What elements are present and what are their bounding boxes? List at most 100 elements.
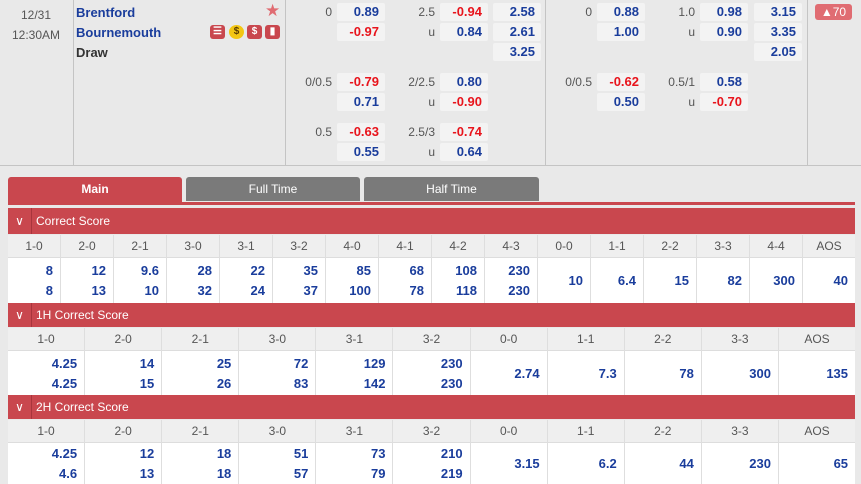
under-odds[interactable]: -0.70	[700, 93, 748, 111]
score-odds[interactable]: 15	[644, 258, 696, 303]
odds-value[interactable]: 118	[456, 282, 477, 298]
over-odds[interactable]: 0.80	[440, 73, 488, 91]
handicap-home-odds[interactable]: 0.89	[337, 3, 385, 21]
1x2-odds[interactable]: 2.05	[754, 43, 802, 61]
odds-value[interactable]: 12	[139, 445, 155, 461]
odds-value[interactable]: 8	[45, 282, 53, 298]
score-odds[interactable]: 72 83	[239, 351, 316, 396]
handicap-away-odds[interactable]: 1.00	[597, 23, 645, 41]
over-odds[interactable]: -0.94	[440, 3, 488, 21]
score-odds[interactable]: 6.4	[591, 258, 643, 303]
odds-value[interactable]: 82	[727, 272, 742, 288]
score-odds[interactable]: 44	[624, 443, 701, 484]
odds-value[interactable]: 78	[679, 365, 694, 381]
score-odds[interactable]: 25 26	[162, 351, 239, 396]
odds-value[interactable]: 6.2	[598, 455, 617, 471]
odds-value[interactable]: 25	[216, 355, 232, 371]
tab-main[interactable]: Main	[8, 177, 182, 205]
scroll-icon[interactable]: ☰	[210, 25, 225, 39]
1x2-odds[interactable]: 3.35	[754, 23, 802, 41]
odds-value[interactable]: 210	[440, 445, 463, 461]
score-odds[interactable]: 9.6 10	[114, 258, 166, 303]
odds-value[interactable]: 35	[303, 262, 318, 278]
odds-value[interactable]: 135	[826, 365, 849, 381]
score-odds[interactable]: 230	[701, 443, 778, 484]
score-odds[interactable]: 14 15	[85, 351, 162, 396]
odds-value[interactable]: 4.6	[59, 465, 78, 481]
score-odds[interactable]: 82	[697, 258, 749, 303]
odds-value[interactable]: 2.74	[514, 365, 540, 381]
handicap-away-odds[interactable]: 0.50	[597, 93, 645, 111]
odds-value[interactable]: 10	[568, 272, 583, 288]
odds-value[interactable]: 44	[679, 455, 694, 471]
score-odds[interactable]: 78	[624, 351, 701, 396]
odds-value[interactable]: 7.3	[598, 365, 617, 381]
odds-value[interactable]: 73	[371, 445, 386, 461]
score-odds[interactable]: 10	[538, 258, 590, 303]
score-odds[interactable]: 12 13	[85, 443, 162, 484]
odds-value[interactable]: 100	[349, 282, 371, 298]
odds-value[interactable]: 65	[833, 455, 849, 471]
under-odds[interactable]: -0.90	[440, 93, 488, 111]
over-odds[interactable]: 0.98	[700, 3, 748, 21]
handicap-home-odds[interactable]: -0.79	[337, 73, 385, 91]
chevron-down-icon[interactable]: ∨	[8, 395, 32, 419]
score-odds[interactable]: 40	[803, 258, 855, 303]
score-odds[interactable]: 230 230	[485, 258, 537, 303]
handicap-away-odds[interactable]: 0.55	[337, 143, 385, 161]
odds-value[interactable]: 300	[773, 272, 795, 288]
score-odds[interactable]: 85 100	[326, 258, 378, 303]
odds-value[interactable]: 300	[749, 365, 771, 381]
1x2-odds[interactable]: 2.61	[493, 23, 541, 41]
odds-value[interactable]: 51	[293, 445, 309, 461]
under-odds[interactable]: 0.84	[440, 23, 488, 41]
odds-value[interactable]: 219	[440, 465, 463, 481]
odds-value[interactable]: 57	[293, 465, 309, 481]
1x2-odds[interactable]: 3.15	[754, 3, 802, 21]
section-header[interactable]: ∨ 2H Correct Score	[8, 395, 855, 419]
under-odds[interactable]: 0.90	[700, 23, 748, 41]
odds-value[interactable]: 18	[216, 465, 232, 481]
tab-half-time[interactable]: Half Time	[364, 177, 539, 201]
score-odds[interactable]: 12 13	[61, 258, 113, 303]
score-odds[interactable]: 210 219	[393, 443, 470, 484]
odds-value[interactable]: 18	[216, 445, 232, 461]
handicap-home-odds[interactable]: -0.62	[597, 73, 645, 91]
coin-icon[interactable]: $	[229, 25, 244, 39]
over-odds[interactable]: 0.58	[700, 73, 748, 91]
away-team[interactable]: Bournemouth	[76, 25, 162, 40]
odds-value[interactable]: 10	[144, 282, 159, 298]
odds-value[interactable]: 108	[455, 262, 477, 278]
odds-value[interactable]: 9.6	[140, 262, 159, 278]
score-odds[interactable]: 300	[701, 351, 778, 396]
score-odds[interactable]: 73 79	[316, 443, 393, 484]
odds-value[interactable]: 24	[250, 282, 265, 298]
handicap-away-odds[interactable]: -0.97	[337, 23, 385, 41]
score-odds[interactable]: 22 24	[220, 258, 272, 303]
dollar-icon[interactable]: $	[247, 25, 262, 39]
odds-value[interactable]: 13	[139, 465, 155, 481]
score-odds[interactable]: 4.25 4.6	[8, 443, 85, 484]
odds-value[interactable]: 37	[303, 282, 318, 298]
odds-value[interactable]: 15	[139, 375, 155, 391]
section-header[interactable]: ∨ Correct Score	[8, 208, 855, 234]
handicap-home-odds[interactable]: 0.88	[597, 3, 645, 21]
star-icon[interactable]: ★	[265, 1, 281, 20]
odds-value[interactable]: 230	[440, 375, 463, 391]
odds-value[interactable]: 230	[508, 282, 530, 298]
odds-value[interactable]: 26	[216, 375, 232, 391]
odds-value[interactable]: 28	[197, 262, 212, 278]
1x2-odds[interactable]: 2.58	[493, 3, 541, 21]
score-odds[interactable]: 7.3	[547, 351, 624, 396]
more-markets-badge[interactable]: ▲70	[815, 4, 852, 20]
odds-value[interactable]: 78	[409, 282, 424, 298]
chevron-down-icon[interactable]: ∨	[8, 303, 32, 327]
score-odds[interactable]: 108 118	[432, 258, 484, 303]
odds-value[interactable]: 4.25	[51, 445, 78, 461]
home-team[interactable]: Brentford	[76, 5, 136, 20]
odds-value[interactable]: 68	[409, 262, 424, 278]
over-odds[interactable]: -0.74	[440, 123, 488, 141]
odds-value[interactable]: 3.15	[514, 455, 540, 471]
odds-value[interactable]: 40	[833, 272, 848, 288]
odds-value[interactable]: 14	[139, 355, 155, 371]
